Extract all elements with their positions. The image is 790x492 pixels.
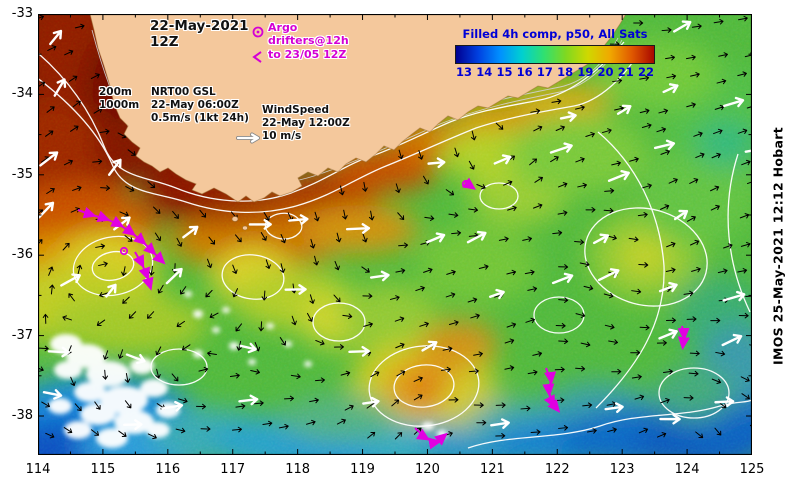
drifters-line2: to 23/05 12Z [268, 47, 347, 61]
y-tick-label: -33 [11, 6, 33, 21]
isobath-200m: 200m [99, 86, 132, 98]
y-tick-label: -38 [11, 408, 33, 423]
x-tick-label: 120 [415, 462, 440, 477]
x-tick-label: 124 [674, 462, 700, 477]
date-line2: 12Z [150, 34, 179, 51]
date-line1: 22-May-2021 [150, 18, 249, 34]
islands [231, 216, 248, 231]
gsl-name: NRT00 GSL [151, 86, 216, 98]
colorbar-label: 21 [617, 65, 634, 79]
colorbar-label: 18 [557, 65, 574, 79]
argo-label: Argo [268, 21, 298, 34]
y-tick-label: -36 [11, 247, 33, 263]
argo-float [119, 246, 129, 256]
x-tick-label: 118 [285, 462, 311, 477]
cloud-patches [48, 291, 447, 448]
drifter-track [133, 251, 154, 291]
argo-float-markers [119, 179, 471, 256]
date-title: 22-May-2021 12Z [150, 18, 249, 51]
colorbar-labels: 13 14 15 16 17 18 19 20 21 22 [452, 64, 658, 79]
wind-name: WindSpeed [262, 104, 330, 116]
x-tick-label: 114 [25, 462, 51, 477]
x-tick-label: 125 [739, 462, 765, 477]
colorbar-gradient [455, 45, 655, 64]
gsl-scale: 0.5m/s (1kt 24h) [151, 111, 249, 124]
y-tick-label: -37 [11, 327, 33, 343]
drifters-line1: drifters@12h [268, 34, 349, 48]
wind-time: 22-May 12:00Z [262, 116, 350, 129]
x-tick-label: 117 [220, 462, 246, 477]
x-tick-label: 119 [350, 462, 375, 477]
colorbar-legend: Filled 4h comp, p50, All Sats 13 14 15 16 17… [452, 27, 658, 79]
wind-arrows [38, 20, 752, 430]
argo-symbol-icon [252, 26, 264, 38]
argo-float [461, 179, 471, 189]
argo-legend: Argo drifters@12h to 23/05 12Z [268, 21, 349, 61]
colorbar-title: Filled 4h comp, p50, All Sats [462, 27, 648, 41]
wind-scale: 10 m/s [262, 129, 302, 142]
x-tick-label: 123 [609, 462, 635, 477]
colorbar-label: 17 [536, 65, 553, 79]
plot-frame [38, 14, 752, 455]
colorbar-label: 16 [516, 65, 533, 79]
plot-area [38, 14, 752, 455]
wind-arrow-icon [236, 132, 260, 144]
drifter-track [677, 325, 690, 350]
wind-legend: WindSpeed 22-May 12:00Z 10 m/s [262, 104, 350, 142]
x-tick-label: 121 [479, 462, 505, 477]
x-tick-label: 115 [90, 462, 116, 477]
isobath-legend: 200m 1000m [99, 86, 139, 112]
x-tick-label: 116 [155, 462, 181, 477]
isobath-1000m: 1000m [99, 98, 140, 111]
colorbar-label: 13 [456, 65, 473, 79]
y-tick-label: -35 [11, 166, 33, 182]
x-tick-label: 122 [544, 462, 570, 477]
drifter-tracks [77, 177, 690, 450]
colorbar-label: 20 [597, 65, 614, 79]
gsl-time: 22-May 06:00Z [151, 98, 239, 111]
drifter-symbol-icon [252, 51, 262, 63]
drifter-track [77, 206, 166, 265]
drifter-track [542, 367, 561, 413]
map-svg [38, 14, 752, 455]
colorbar-label: 19 [577, 65, 594, 79]
gsl-legend: NRT00 GSL 22-May 06:00Z 0.5m/s (1kt 24h) [151, 86, 249, 124]
drifter-track [414, 427, 448, 450]
colorbar-label: 15 [496, 65, 513, 79]
y-tick-label: -34 [11, 86, 33, 102]
colorbar-label: 22 [637, 65, 654, 79]
colorbar-label: 14 [476, 65, 493, 79]
credit-vertical: IMOS 25-May-2021 12:12 Hobart [770, 126, 786, 366]
